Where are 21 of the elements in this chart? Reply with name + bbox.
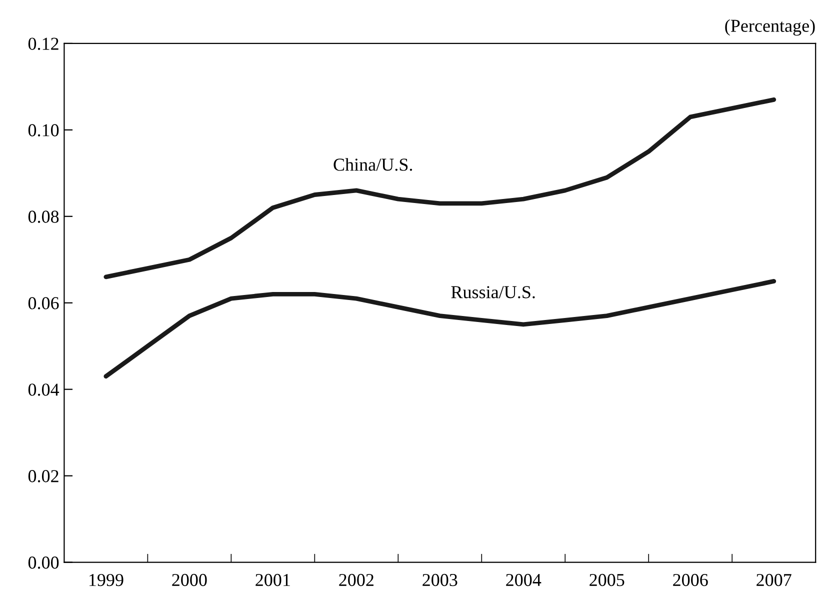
y-tick-label: 0.10 bbox=[28, 124, 59, 136]
x-tick-label: 2002 bbox=[339, 574, 374, 586]
x-tick-label: 2000 bbox=[172, 574, 207, 586]
x-tick-label: 2007 bbox=[756, 574, 792, 586]
x-tick-label: 1999 bbox=[89, 574, 124, 586]
y-tick-label: 0.08 bbox=[28, 210, 59, 223]
series-label: Russia/U.S. bbox=[451, 286, 535, 298]
series-label: China/U.S. bbox=[334, 158, 412, 171]
line-series bbox=[104, 279, 776, 379]
x-tick-label: 2005 bbox=[590, 574, 624, 586]
x-tick-label: 2006 bbox=[673, 574, 708, 586]
y-tick-label: 0.02 bbox=[28, 470, 58, 482]
x-tick-label: 2004 bbox=[506, 574, 542, 586]
x-tick-label: 2001 bbox=[256, 574, 290, 586]
y-tick-label: 0.04 bbox=[28, 384, 60, 396]
y-tick-label: 0.00 bbox=[28, 556, 59, 569]
y-axis-title: (Percentage) bbox=[725, 19, 815, 36]
x-tick-label: 2003 bbox=[422, 574, 458, 586]
y-tick-label: 0.06 bbox=[28, 297, 59, 310]
y-tick-label: 0.12 bbox=[28, 38, 58, 50]
line-series bbox=[104, 97, 776, 280]
